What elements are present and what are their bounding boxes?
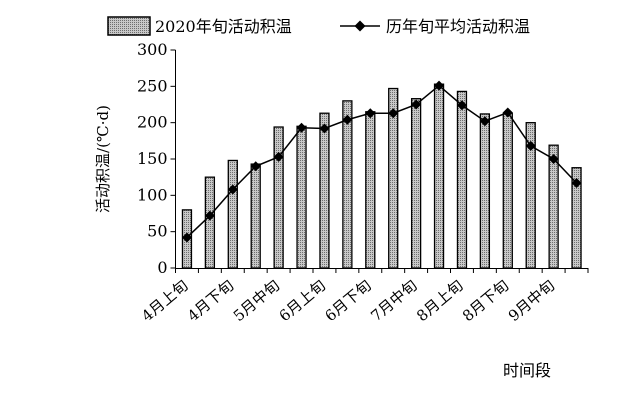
y-tick-label: 200: [137, 113, 168, 132]
bar: [502, 112, 513, 269]
legend: 2020年旬活动积温 历年旬平均活动积温: [107, 16, 530, 36]
line-point: [456, 100, 467, 111]
y-axis-ticks: 0 50 100 150 200 250 300: [137, 40, 176, 277]
y-tick-label: 100: [137, 185, 168, 204]
line-point: [434, 80, 445, 91]
line-point: [365, 108, 376, 119]
legend-bar-swatch: [107, 16, 151, 36]
bar: [479, 113, 491, 269]
line-point: [296, 122, 307, 133]
x-tick-label: 7月中旬: [367, 276, 420, 325]
x-tick-label: 9月中旬: [505, 276, 558, 325]
bar: [319, 112, 330, 269]
bar: [227, 159, 238, 269]
line-point: [250, 161, 261, 172]
y-axis-label: 活动积温/(℃·d): [94, 105, 112, 213]
bar: [365, 111, 376, 269]
bar: [273, 126, 284, 269]
line-point: [548, 154, 559, 164]
line-point: [479, 116, 490, 127]
line-point: [319, 123, 330, 134]
x-tick-label: 4月上旬: [138, 276, 191, 325]
x-axis-label: 时间段: [503, 361, 551, 380]
bar: [571, 167, 582, 269]
y-tick-label: 150: [137, 149, 168, 168]
y-tick-label: 300: [137, 40, 168, 59]
x-tick-label: 8月下旬: [459, 276, 512, 325]
line-point: [388, 108, 399, 119]
bar: [296, 125, 307, 269]
line-point: [181, 232, 192, 243]
x-tick-label: 4月下旬: [184, 276, 237, 325]
line-point: [525, 140, 536, 151]
line-point: [571, 177, 582, 188]
y-tick-label: 0: [157, 258, 167, 277]
bar: [342, 100, 353, 269]
bar: [250, 163, 261, 269]
bar: [548, 144, 559, 269]
y-tick-label: 250: [137, 76, 168, 95]
line-point: [411, 99, 422, 110]
bar-series: [181, 83, 582, 269]
line-point: [227, 184, 238, 195]
line-point: [502, 107, 513, 118]
bar: [204, 176, 216, 269]
legend-line-label: 历年旬平均活动积温: [386, 17, 530, 36]
series-line: [186, 84, 578, 239]
line-point: [273, 151, 284, 162]
bar: [456, 90, 468, 269]
x-tick-label: 6月下旬: [322, 276, 375, 325]
x-tick-label: 6月上旬: [276, 276, 329, 325]
bar: [410, 98, 422, 269]
y-tick-label: 50: [147, 222, 167, 241]
legend-line-marker: [354, 20, 366, 32]
x-tick-label: 5月中旬: [230, 276, 283, 325]
line-point: [342, 114, 353, 125]
legend-bar-label: 2020年旬活动积温: [155, 17, 292, 36]
bar: [525, 122, 536, 269]
bar: [388, 87, 399, 269]
line-series: [181, 80, 582, 243]
x-tick-label: 8月上旬: [413, 276, 466, 325]
bar: [433, 83, 445, 269]
line-point: [204, 210, 215, 221]
